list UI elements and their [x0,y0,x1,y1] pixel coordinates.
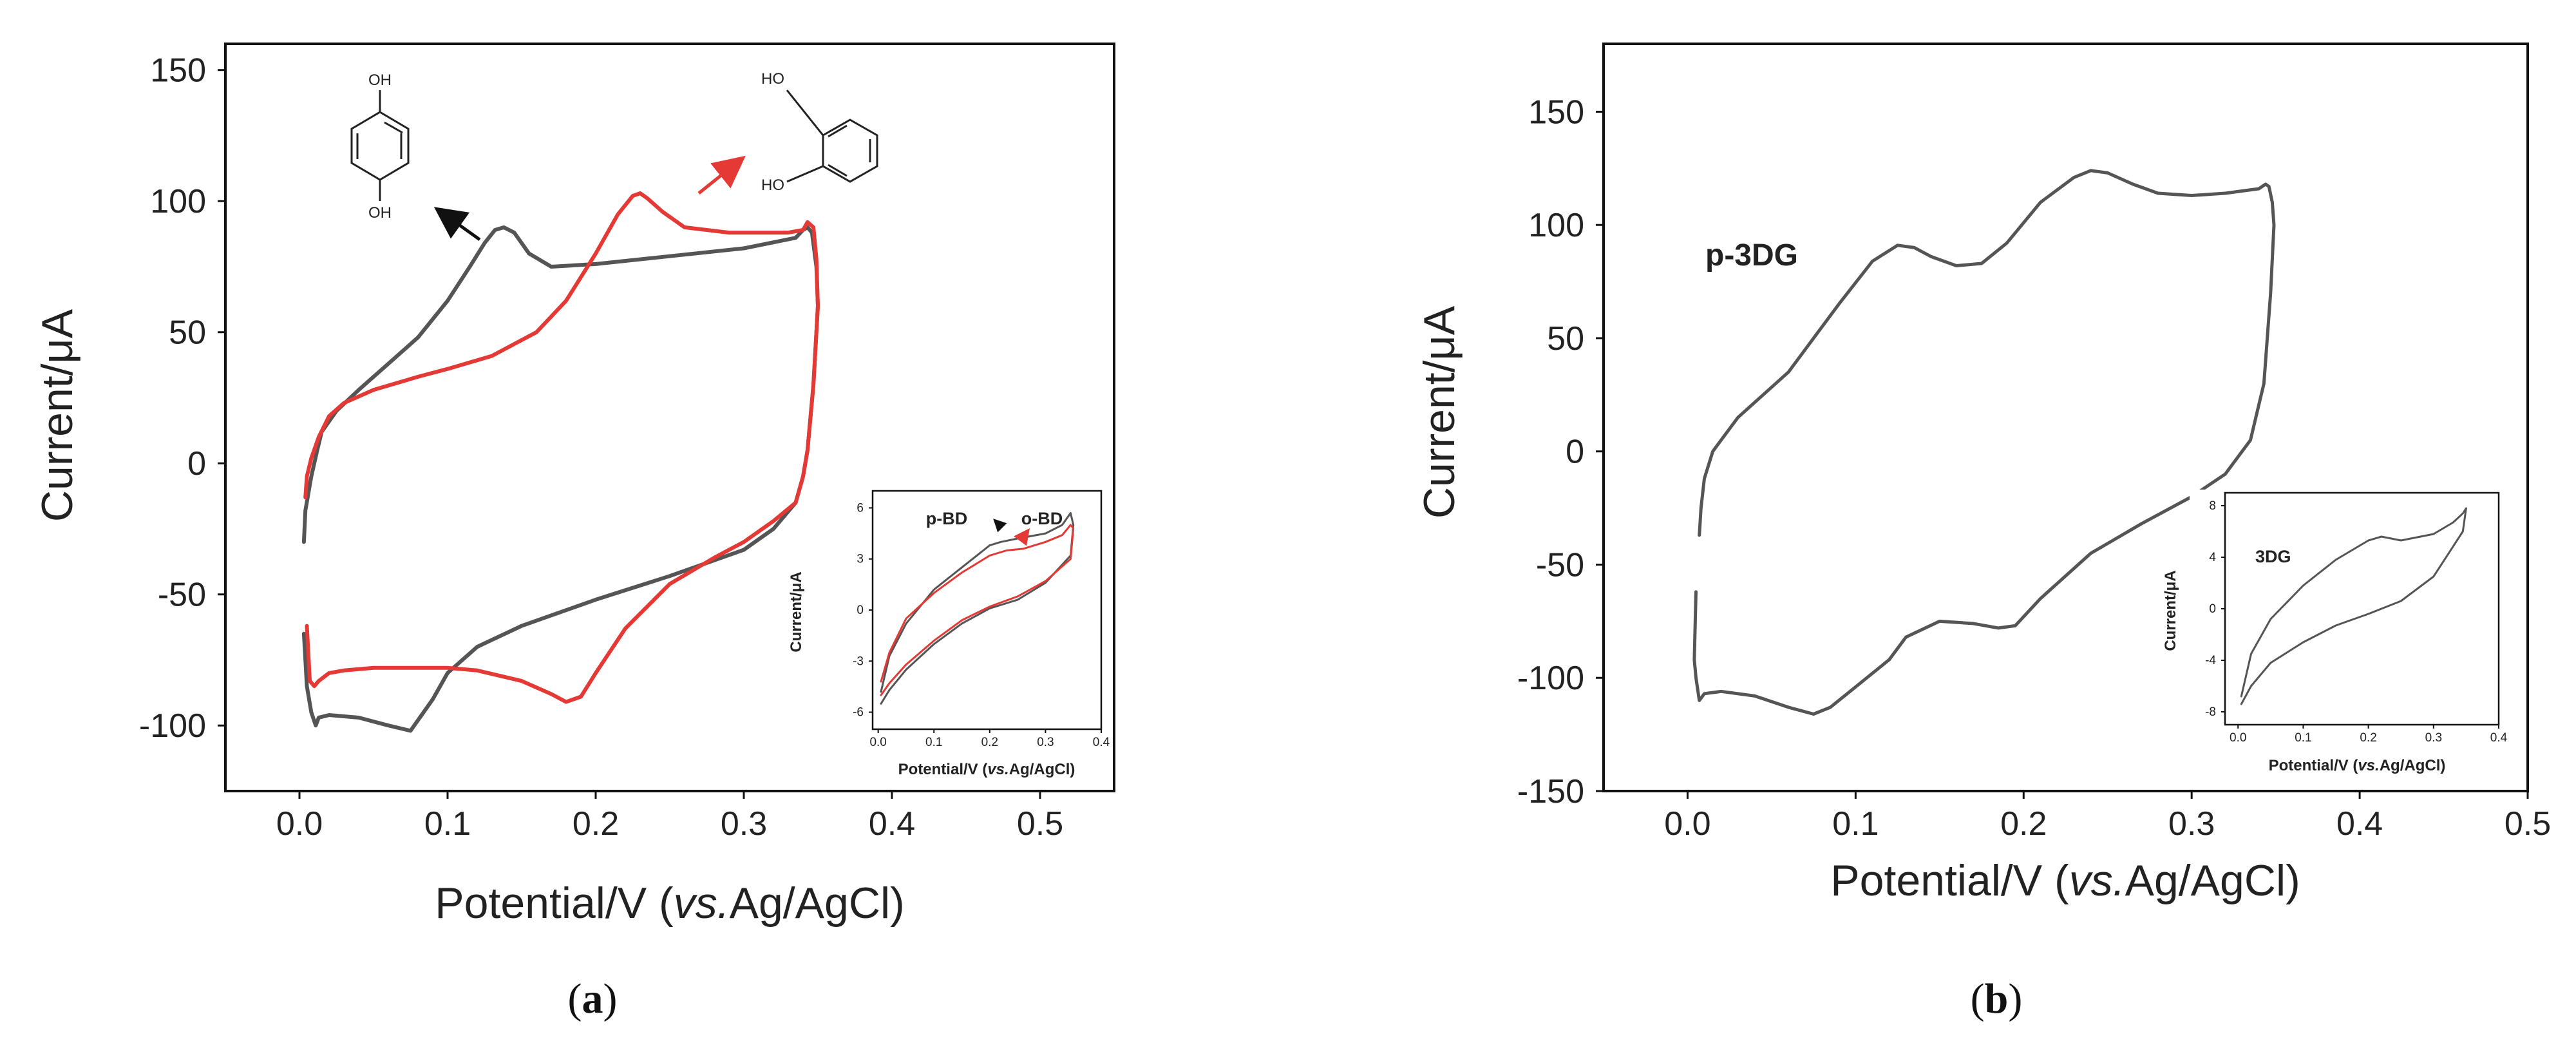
panel-a-ytick-label: 100 [150,183,206,220]
panel-b-inset-xtick-label: 0.3 [2425,731,2442,745]
panel-b-inset-xtick-label: 0.2 [2360,731,2376,745]
panel-a-inset-series-p-bd [880,511,1075,705]
panel-b-inset-ytick-label: 4 [2209,551,2216,564]
panel-b-xtick-label: 0.3 [2168,805,2215,843]
panel-a-inset: 0.0 0.1 0.2 0.3 0.4 -6 -3 0 3 6 p-BD o-BD Current… [788,488,1110,778]
panel-b-inset-ytick-label: -8 [2205,705,2216,719]
panel-a-inset-xtick-label: 0.2 [981,736,998,749]
panel-a-series-o-bd [303,191,820,704]
panel-b-ytick-label: -150 [1517,773,1584,810]
panel-b-inset: 0.0 0.1 0.2 0.3 0.4 -8 -4 0 4 8 3DG Current/μA Po… [2162,490,2512,774]
panel-a-inset-series-o-bd [880,524,1075,696]
panel-b-inset-xtick-label: 0.0 [2230,731,2246,745]
panel-a-xtick-label: 0.5 [1017,805,1063,843]
panel-b-inset-ticks: 0.0 0.1 0.2 0.3 0.4 -8 -4 0 4 8 [2205,499,2508,745]
panel-a-ytick-label: 150 [150,52,206,90]
panel-b-label: (b) [1971,975,2023,1022]
panel-a-series [301,191,820,733]
panel-b-inset-series [2240,507,2467,705]
panel-a-inset-ytick-label: 3 [857,553,864,566]
panel-a-inset-xlabel: Potential/V (vs.Ag/AgCl) [898,761,1075,778]
panel-b-inset-ylabel: Current/μA [2162,570,2179,651]
panel-b-xtick-label: 0.0 [1664,805,1710,843]
panel-b-xtick-label: 0.2 [2000,805,2047,843]
panel-a-inset-ytick-label: -3 [853,654,864,668]
hydroquinone-structure-icon [350,90,410,201]
panel-b-xtick-label: 0.4 [2336,805,2383,843]
o-bd-peak-arrow [697,155,746,195]
panel-b-xtick-label: 0.5 [2505,805,2551,843]
panel-b-ytick-label: 0 [1566,434,1584,471]
panel-a-inset-xtick-label: 0.1 [925,736,942,749]
panel-a-inset-series [880,511,1075,705]
inset-o-bd-arrow [1014,528,1030,546]
panel-b-inset-ytick-label: 8 [2209,499,2216,513]
catechol-structure-icon [786,90,878,183]
panel-a-inset-ytick-label: 6 [857,501,864,515]
panel-b-plot-frame [1602,43,2529,792]
panel-a-inset-ytick-label: 0 [857,604,864,617]
panel-a-ticks: 0.0 0.1 0.2 0.3 0.4 0.5 -100 -50 0 50 100 150 [139,52,1063,843]
p-bd-peak-arrow [433,207,481,242]
panel-b-xlabel: Potential/V (vs.Ag/AgCl) [1830,856,2300,905]
panel-a-xtick-label: 0.3 [721,805,767,843]
panel-b-inset-xtick-label: 0.4 [2490,731,2508,745]
panel-a-xtick-label: 0.4 [869,805,915,843]
panel-a-inset-xtick-label: 0.0 [869,736,886,749]
panel-a-xlabel-part1: Potential/V ( [435,879,674,928]
panel-a-inset-ylabel: Current/μA [788,571,805,652]
panel-b-p3dg-label: p-3DG [1705,238,1798,272]
panel-a-label: (a) [568,975,618,1022]
inset-p-bd-arrow [993,519,1007,533]
panel-a-series-p-bd [301,225,820,733]
panel-b-inset-series-3dg [2240,507,2467,705]
panel-b-inset-xtick-label: 0.1 [2295,731,2311,745]
panel-b-ytick-label: 100 [1528,207,1584,244]
panel-a-xtick-label: 0.1 [424,805,471,843]
panel-a-inset-ticks: 0.0 0.1 0.2 0.3 0.4 -6 -3 0 3 6 [853,501,1110,749]
panel-a-xlabel-part2: Ag/AgCl) [730,879,905,928]
panel-a-inset-ytick-label: -6 [853,706,864,720]
panel-b-inset-ytick-label: -4 [2205,654,2216,667]
panel-a-xtick-label: 0.0 [276,805,323,843]
panel-a-ylabel: Current/μA [33,309,82,522]
inset-p-bd-label: p-BD [926,509,967,528]
panel-b: 0.0 0.1 0.2 0.3 0.4 0.5 -150 -100 -50 0 50 100 150 p… [1415,43,2551,1022]
panel-a-inset-xtick-label: 0.3 [1037,736,1054,749]
hydroquinone-oh-top: OH [368,72,392,89]
panel-b-series [1692,169,2276,716]
hydroquinone-oh-bottom: OH [368,204,392,222]
panel-a-inset-xtick-label: 0.4 [1093,736,1110,749]
panel-a-ytick-label: 0 [187,445,206,482]
panel-b-ytick-label: 50 [1547,320,1584,358]
catechol-ho-top: HO [761,70,784,88]
panel-a-xlabel-vs: vs. [674,879,730,928]
panel-a-plot-frame [224,43,1115,792]
panel-b-xtick-label: 0.1 [1832,805,1879,843]
panel-b-ytick-label: 150 [1528,93,1584,131]
panel-a-ytick-label: -100 [139,707,206,745]
catechol-ho-bottom: HO [761,177,784,194]
panel-b-ytick-label: -50 [1536,546,1584,584]
panel-b-ytick-label: -100 [1517,660,1584,697]
panel-b-series-p-3dg [1692,169,2276,716]
panel-a-xtick-label: 0.2 [573,805,619,843]
inset-o-bd-label: o-BD [1021,509,1063,528]
panel-a-ytick-label: -50 [158,577,206,614]
panel-a: 0.0 0.1 0.2 0.3 0.4 0.5 -100 -50 0 50 100 150 OH OH… [33,43,1115,1022]
panel-b-inset-3dg-label: 3DG [2255,547,2291,566]
panel-b-inset-ytick-label: 0 [2209,602,2216,616]
panel-b-inset-xlabel: Potential/V (vs.Ag/AgCl) [2269,757,2446,774]
panel-a-xlabel: Potential/V (vs.Ag/AgCl) [435,879,904,928]
panel-b-inset-bg [2190,490,2512,773]
panel-a-ytick-label: 50 [169,314,206,352]
panel-b-ticks: 0.0 0.1 0.2 0.3 0.4 0.5 -150 -100 -50 0 50 100 150 [1517,93,2551,843]
panel-b-ylabel: Current/μA [1415,305,1464,519]
